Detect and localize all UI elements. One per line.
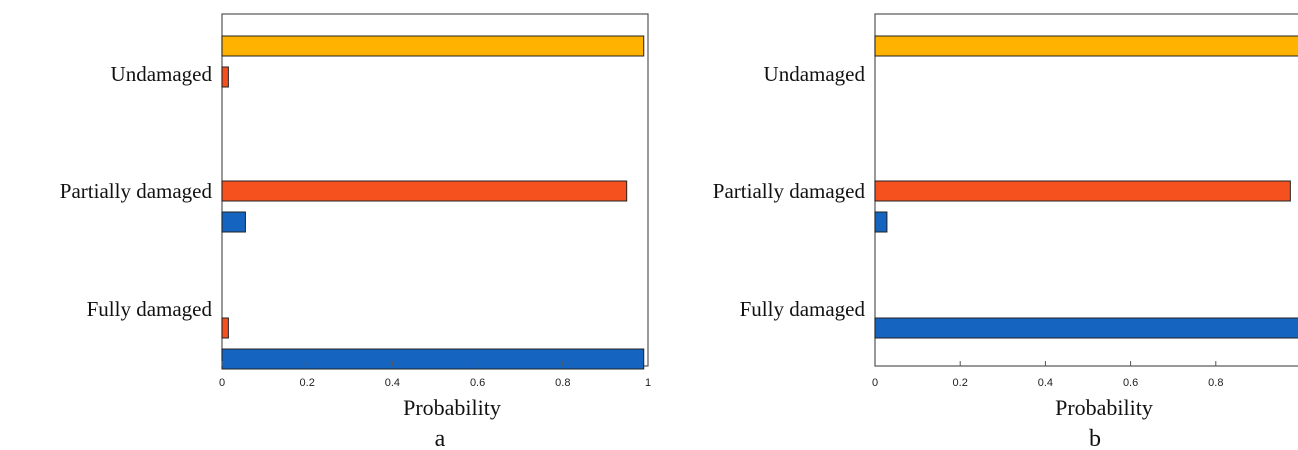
x-ticks-b: 0 0.2 0.4 0.6 0.8 <box>872 361 1223 389</box>
bars-a <box>221 35 645 370</box>
category-label-fully-damaged-b: Fully damaged <box>740 297 866 321</box>
x-ticks-a: 0 0.2 0.4 0.6 0.8 1 <box>219 361 651 389</box>
category-label-undamaged-a: Undamaged <box>111 62 213 86</box>
x-tick-label-a-5: 1 <box>645 377 651 389</box>
x-tick-label-a-3: 0.6 <box>470 377 485 389</box>
x-tick-label-b-4: 0.8 <box>1208 377 1223 389</box>
category-label-partially-damaged-b: Partially damaged <box>713 179 866 203</box>
bar-partially-damaged-series-2-a <box>221 180 628 202</box>
x-axis-title-a: Probability <box>403 395 501 420</box>
category-label-partially-damaged-a: Partially damaged <box>60 179 213 203</box>
bar-fully-damaged-series-3-b <box>874 317 1298 339</box>
bar-partially-damaged-series-2-b <box>874 180 1291 202</box>
category-label-undamaged-b: Undamaged <box>764 62 866 86</box>
bar-fully-damaged-series-3-a <box>221 348 645 370</box>
x-tick-label-a-2: 0.4 <box>385 377 400 389</box>
bar-undamaged-series-1-b <box>874 35 1298 57</box>
panel-label-b: b <box>1089 426 1101 450</box>
panel-b: 0 0.2 0.4 0.6 0.8 Undamaged Partially damage… <box>713 13 1298 450</box>
bar-undamaged-series-2-a <box>221 66 229 88</box>
x-tick-label-a-1: 0.2 <box>300 377 315 389</box>
bar-partially-damaged-series-3-a <box>221 211 246 233</box>
x-tick-label-b-3: 0.6 <box>1123 377 1138 389</box>
x-tick-label-b-0: 0 <box>872 377 878 389</box>
category-label-fully-damaged-a: Fully damaged <box>87 297 213 321</box>
panel-a: 0 0.2 0.4 0.6 0.8 1 Undamaged Partially damag… <box>60 13 651 450</box>
x-tick-label-a-4: 0.8 <box>555 377 570 389</box>
bar-partially-damaged-series-3-b <box>874 211 888 233</box>
x-axis-title-b: Probability <box>1055 395 1153 420</box>
bar-fully-damaged-series-2-a <box>221 317 229 339</box>
x-tick-label-b-2: 0.4 <box>1038 377 1053 389</box>
bars-b <box>874 35 1298 339</box>
x-tick-label-b-1: 0.2 <box>953 377 968 389</box>
bar-undamaged-series-1-a <box>221 35 645 57</box>
panel-label-a: a <box>435 426 446 450</box>
x-tick-label-a-0: 0 <box>219 377 225 389</box>
